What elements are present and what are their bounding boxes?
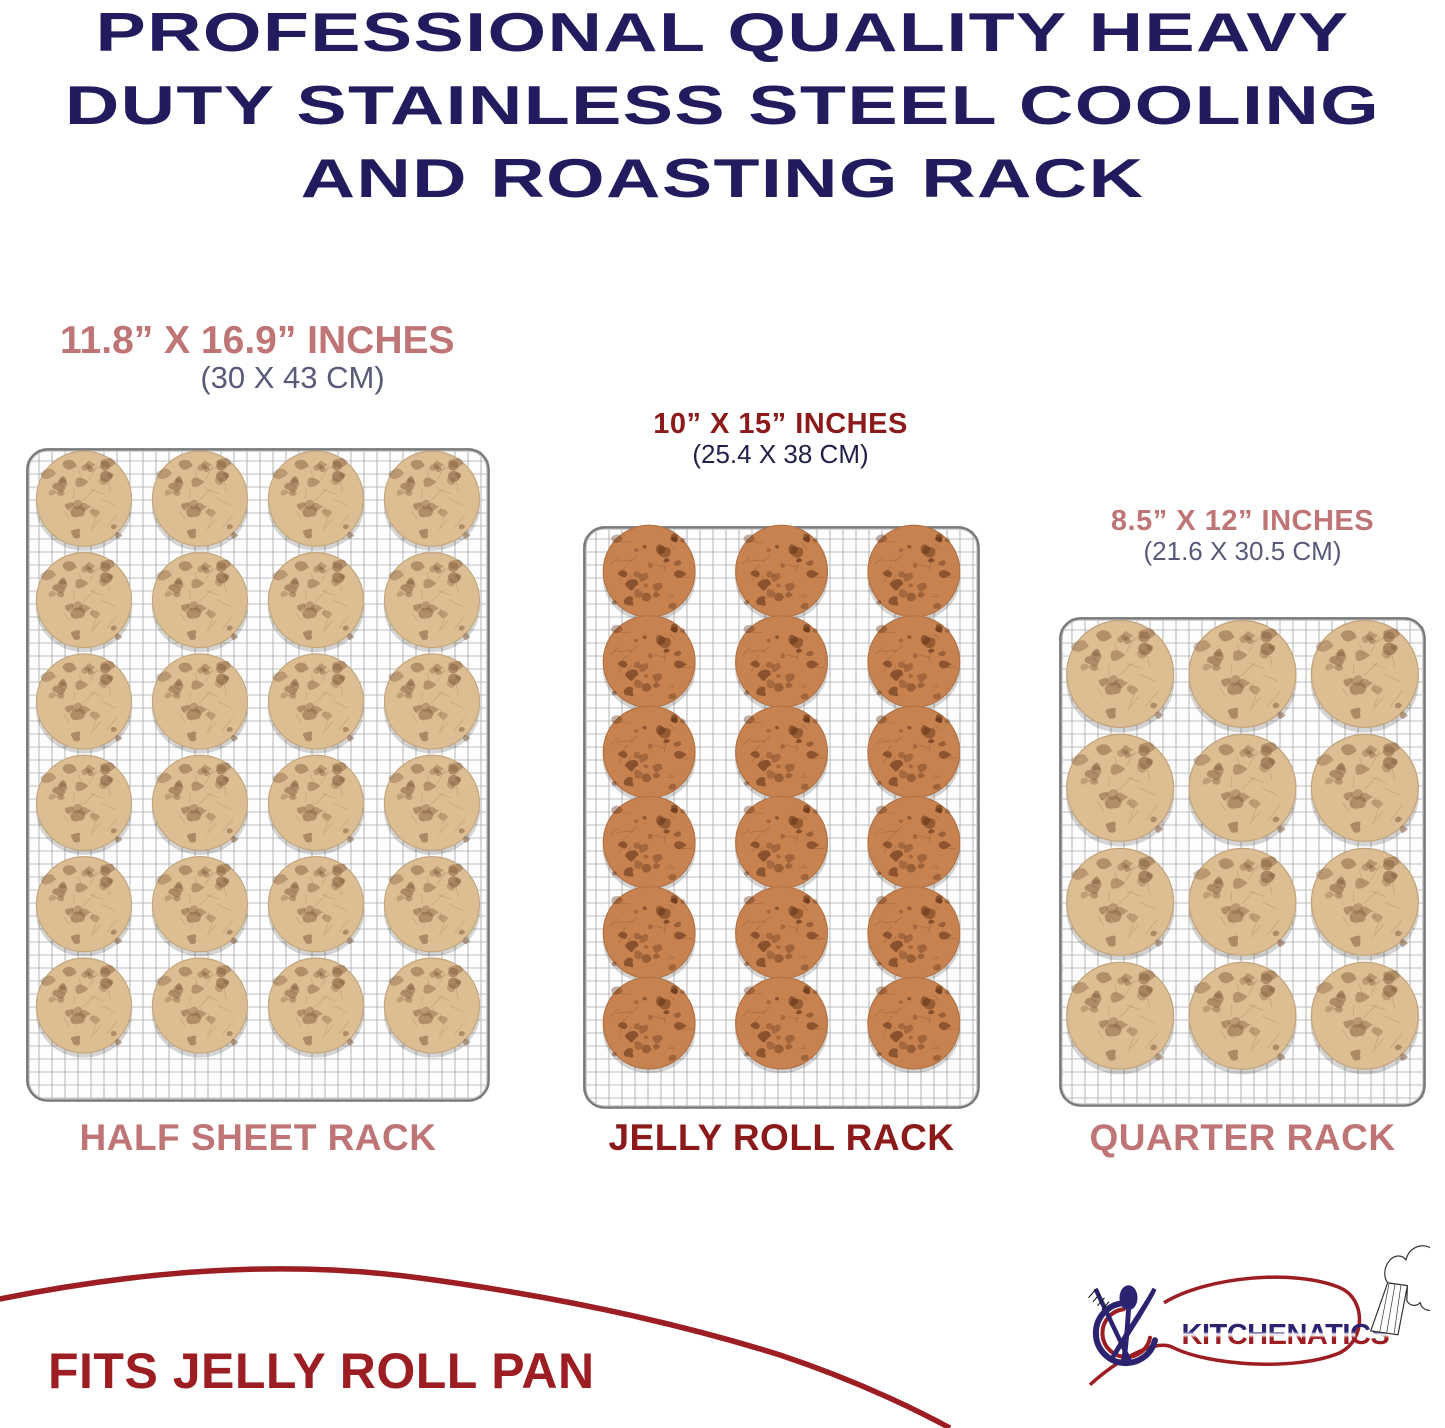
svg-text:KITCHENATICS: KITCHENATICS xyxy=(1182,1319,1390,1351)
